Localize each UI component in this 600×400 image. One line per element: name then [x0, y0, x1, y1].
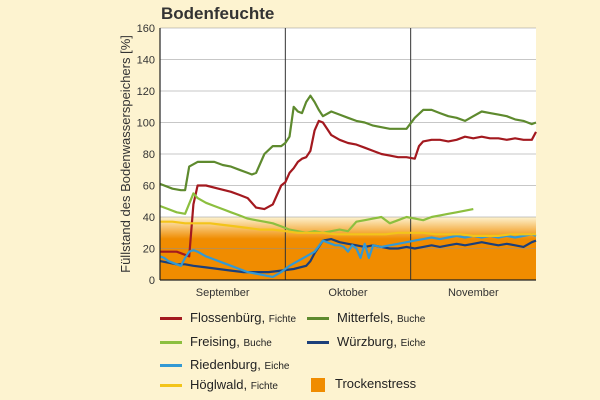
series-line-5: [160, 220, 536, 237]
legend-swatch: [160, 341, 182, 345]
y-tick-label: 100: [137, 118, 155, 130]
x-month-label: September: [196, 287, 250, 299]
legend-species: Fichte: [268, 314, 297, 325]
legend-label: Riedenburg: [190, 357, 258, 372]
series-line-4: [159, 233, 537, 278]
x-month-label: November: [448, 287, 499, 299]
legend-label: Mitterfels: [337, 310, 390, 325]
legend-swatch: [307, 317, 329, 321]
y-tick-label: 60: [143, 181, 155, 193]
legend-species: Buche: [243, 338, 272, 349]
legend-item-mitterfels: Mitterfels, Buche: [307, 310, 425, 325]
y-tick-label: 160: [137, 23, 155, 35]
legend-species: Eiche: [400, 338, 426, 349]
chart-title: Bodenfeuchte: [161, 4, 275, 23]
legend-swatch: [160, 384, 182, 388]
y-tick-label: 20: [143, 244, 155, 256]
legend-label: Flossenbürg: [190, 310, 262, 325]
legend-item-riedenburg: Riedenburg, Eiche: [160, 357, 289, 372]
y-tick-label: 0: [149, 275, 155, 287]
legend-species: Fichte: [250, 381, 278, 392]
legend-swatch: [160, 364, 182, 368]
legend-item-flossenbuerg: Flossenbürg, Fichte: [160, 310, 296, 325]
legend-swatch: [160, 317, 182, 321]
legend-label: Höglwald: [190, 377, 244, 392]
legend-item-hoeglwald: Höglwald, Fichte: [160, 377, 278, 392]
legend-label: Freising: [190, 334, 237, 349]
legend-label-stress: Trockenstress: [335, 376, 417, 391]
legend-swatch: [307, 341, 329, 345]
legend-species: Buche: [396, 314, 426, 325]
legend-swatch-stress: [311, 377, 325, 392]
y-axis-title: Füllstand des Bodenwasserspeichers [%]: [118, 35, 133, 273]
y-tick-label: 140: [137, 55, 155, 67]
legend-label: Würzburg: [337, 334, 394, 349]
y-tick-label: 40: [143, 212, 155, 224]
legend-item-trockenstress: Trockenstress: [311, 376, 416, 392]
x-month-label: Oktober: [328, 287, 367, 299]
legend-item-freising: Freising, Buche: [160, 334, 272, 349]
legend-species: Eiche: [264, 361, 290, 372]
y-tick-label: 80: [143, 149, 155, 161]
series-line-0: [160, 119, 537, 258]
y-tick-label: 120: [137, 86, 155, 98]
series-line-1: [159, 94, 537, 192]
legend-item-wuerzburg: Würzburg, Eiche: [307, 334, 426, 349]
series-line-2: [159, 192, 474, 234]
